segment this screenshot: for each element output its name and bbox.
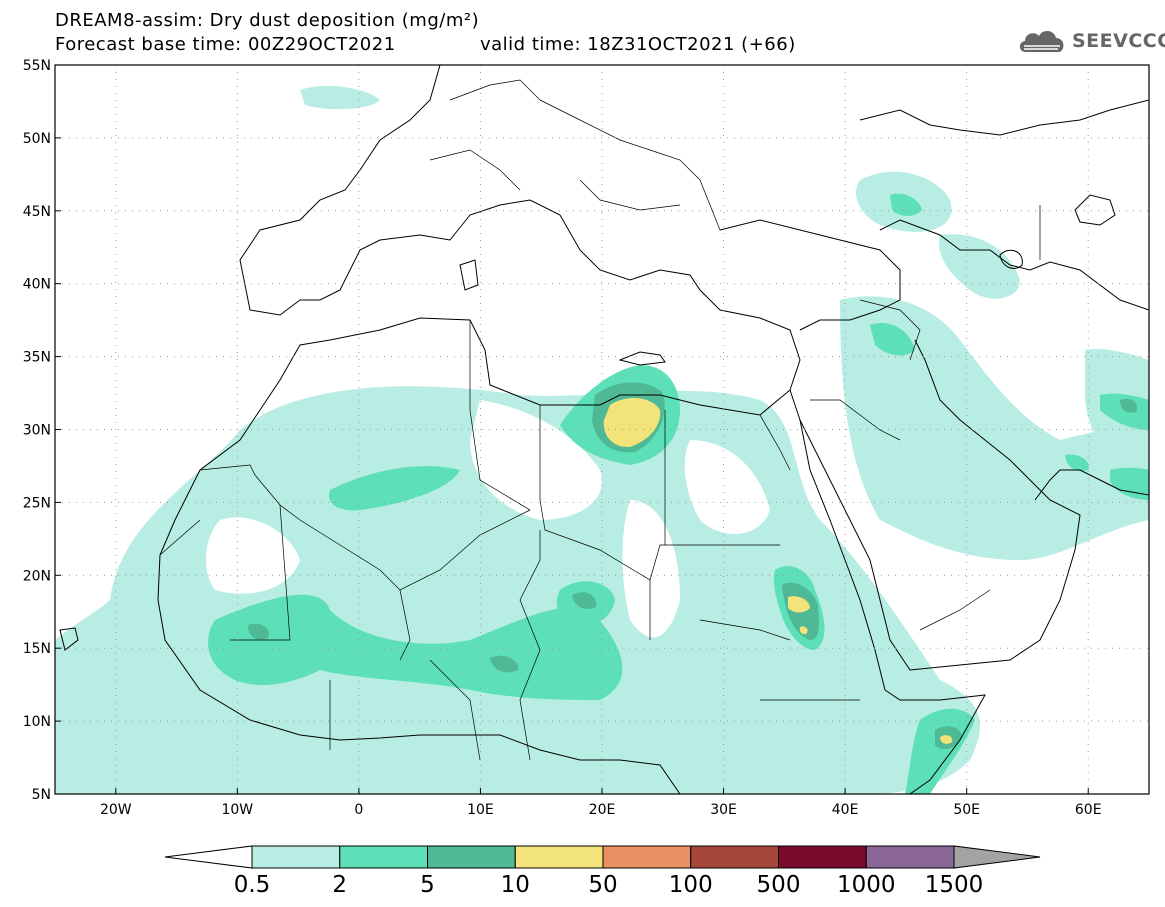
lat-tick-label: 35N bbox=[23, 350, 51, 366]
cloud-icon bbox=[1019, 30, 1064, 52]
lon-tick-label: 30E bbox=[710, 802, 737, 818]
logo: SEEVCCC bbox=[1016, 26, 1165, 56]
dust-level-2 bbox=[1065, 454, 1089, 472]
colorbar-segment bbox=[865, 845, 955, 869]
map-title: DREAM8-assim: Dry dust deposition (mg/m²… bbox=[55, 10, 480, 31]
dust-level-0.5 bbox=[840, 296, 1149, 560]
colorbar-segment bbox=[602, 845, 692, 869]
dust-level-0.5 bbox=[300, 85, 380, 110]
colorbar-label: 2 bbox=[332, 872, 347, 898]
dust-level-5 bbox=[1120, 398, 1138, 413]
dust-level-5 bbox=[572, 592, 597, 609]
colorbar-segment bbox=[251, 845, 341, 869]
dust-level-2 bbox=[208, 594, 623, 700]
colorbar-label: 0.5 bbox=[234, 872, 271, 898]
colorbar-segment bbox=[514, 845, 604, 869]
axis-labels: 20W 10W 0 10E 20E 30E 40E 50E 60E 55N 50N 45N 40N 35N… bbox=[23, 58, 1102, 818]
lon-tick-label: 0 bbox=[354, 802, 363, 818]
colorbar-segment bbox=[427, 845, 516, 869]
lat-tick-label: 20N bbox=[23, 568, 51, 584]
dust-level-10 bbox=[799, 626, 808, 635]
lat-tick-label: 50N bbox=[23, 131, 51, 147]
colorbar-label: 5 bbox=[420, 872, 435, 898]
lat-tick-label: 25N bbox=[23, 495, 51, 511]
logo-text: SEEVCCC bbox=[1072, 30, 1165, 52]
valid-time: valid time: 18Z31OCT2021 (+66) bbox=[480, 34, 796, 55]
colorbar-label: 1000 bbox=[837, 872, 896, 898]
lat-tick-label: 10N bbox=[23, 714, 51, 730]
dust-level-5 bbox=[248, 623, 269, 640]
lat-tick-label: 5N bbox=[32, 787, 51, 803]
dust-level-2 bbox=[890, 193, 922, 216]
colorbar-segment bbox=[339, 845, 428, 869]
lon-tick-label: 60E bbox=[1075, 802, 1102, 818]
lon-tick-label: 20W bbox=[100, 802, 132, 818]
lat-tick-label: 40N bbox=[23, 277, 51, 293]
dust-level-2 bbox=[329, 466, 460, 511]
base-time: Forecast base time: 00Z29OCT2021 bbox=[55, 34, 396, 55]
coastlines bbox=[59, 65, 1149, 794]
colorbar-over-arrow bbox=[953, 845, 1041, 869]
colorbar-under-arrow bbox=[164, 845, 253, 869]
lat-tick-label: 15N bbox=[23, 641, 51, 657]
dust-level-10 bbox=[603, 398, 661, 448]
lon-tick-label: 10E bbox=[467, 802, 494, 818]
colorbar-segment bbox=[778, 845, 867, 869]
lon-tick-label: 10W bbox=[221, 802, 253, 818]
colorbar: 0.5 2 5 10 50 100 500 1000 1500 bbox=[164, 845, 1041, 898]
lat-tick-label: 30N bbox=[23, 423, 51, 439]
colorbar-label: 10 bbox=[501, 872, 530, 898]
colorbar-segment bbox=[690, 845, 779, 869]
lon-tick-label: 40E bbox=[832, 802, 859, 818]
colorbar-label: 1500 bbox=[925, 872, 984, 898]
country-borders bbox=[159, 79, 1041, 761]
colorbar-label: 100 bbox=[669, 872, 713, 898]
colorbar-label: 500 bbox=[757, 872, 801, 898]
dust-level-2 bbox=[1110, 467, 1149, 500]
colorbar-label: 50 bbox=[588, 872, 617, 898]
lat-tick-label: 55N bbox=[23, 58, 51, 74]
dust-level-10 bbox=[940, 735, 953, 744]
dust-level-10 bbox=[788, 596, 810, 613]
dust-level-5 bbox=[490, 655, 519, 673]
map-frame bbox=[54, 64, 1150, 795]
lon-tick-label: 20E bbox=[589, 802, 616, 818]
lat-tick-label: 45N bbox=[23, 204, 51, 220]
lon-tick-label: 50E bbox=[953, 802, 980, 818]
dust-fields bbox=[55, 85, 1149, 794]
dust-level-2 bbox=[1100, 393, 1149, 430]
dust-level-2 bbox=[870, 322, 915, 356]
dust-level-0.5 bbox=[939, 234, 1020, 299]
